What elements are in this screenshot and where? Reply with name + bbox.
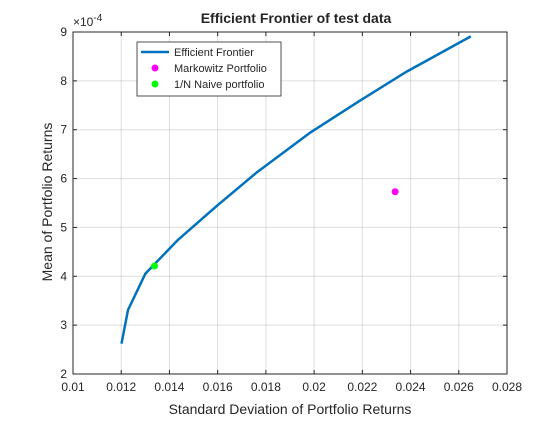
plot-area xyxy=(120,35,472,344)
axes: 0.01 0.012 0.014 0.016 0.018 0.02 0.022 0.024 0.… xyxy=(60,25,522,394)
legend-swatch-marker xyxy=(151,64,159,72)
x-axis-label: Standard Deviation of Portfolio Returns xyxy=(169,401,412,417)
y-axis-label: Mean of Portfolio Returns xyxy=(39,123,55,282)
x-tick-label: 0.012 xyxy=(106,380,136,394)
axes-box xyxy=(72,31,508,375)
y-exponent-label: ×10-4 xyxy=(73,13,103,29)
x-tick-label: 0.02 xyxy=(302,380,326,394)
legend-entry-label: 1/N Naive portfolio xyxy=(174,79,265,91)
legend-swatch-marker xyxy=(151,80,159,88)
y-tick-label: 2 xyxy=(60,367,67,381)
x-tick-label: 0.024 xyxy=(396,380,426,394)
legend-entry-label: Efficient Frontier xyxy=(174,47,254,59)
series-line-efficient-frontier xyxy=(120,35,472,344)
y-tick-label: 8 xyxy=(60,74,67,88)
legend: Efficient Frontier Markowitz Portfolio 1/N… xyxy=(136,41,282,97)
x-tick-label: 0.01 xyxy=(61,380,85,394)
data-point-naive xyxy=(150,262,158,270)
y-tick-label: 3 xyxy=(60,318,67,332)
x-tick-label: 0.022 xyxy=(347,380,377,394)
data-point-markowitz xyxy=(391,188,399,196)
y-tick-label: 4 xyxy=(60,269,67,283)
x-tick-label: 0.016 xyxy=(203,380,233,394)
y-tick-label: 6 xyxy=(60,172,67,186)
y-tick-label: 7 xyxy=(60,123,67,137)
x-tick-label: 0.014 xyxy=(154,380,184,394)
chart-title: Efficient Frontier of test data xyxy=(201,10,392,26)
legend-entry-label: Markowitz Portfolio xyxy=(174,63,267,75)
x-tick-label: 0.026 xyxy=(444,380,474,394)
x-tick-label: 0.028 xyxy=(492,380,522,394)
y-tick-label: 5 xyxy=(60,220,67,234)
x-tick-label: 0.018 xyxy=(251,380,281,394)
y-tick-label: 9 xyxy=(60,25,67,39)
